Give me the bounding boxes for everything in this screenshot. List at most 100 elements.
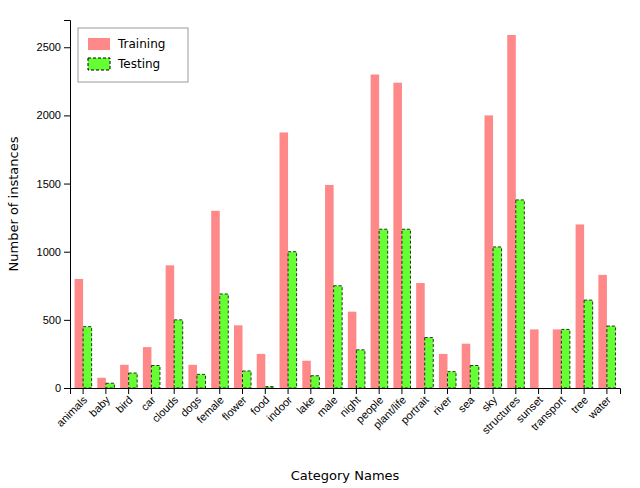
tick-mark (64, 115, 70, 116)
tick-mark (219, 388, 220, 394)
tick-mark (561, 388, 562, 394)
x-axis-title: Category Names (291, 468, 400, 483)
bar (379, 229, 388, 388)
tick-mark (128, 388, 129, 394)
tick-label: bird (113, 394, 134, 415)
tick-mark (333, 388, 334, 394)
tick-mark (64, 388, 70, 389)
bar (470, 366, 479, 388)
tick-label: 1500 (37, 178, 61, 190)
tick-mark (584, 388, 585, 394)
bar (166, 265, 175, 388)
tick-label: river (430, 393, 454, 417)
tick-label: transport (528, 394, 567, 433)
x-tick: baby (87, 388, 113, 419)
bar (493, 247, 502, 388)
bar (325, 185, 334, 388)
tick-mark (64, 184, 70, 185)
bar (334, 286, 343, 388)
bar (584, 300, 593, 388)
bar (425, 338, 434, 388)
tick-mark (606, 388, 607, 394)
tick-mark (105, 388, 106, 394)
bar (507, 35, 516, 388)
plot: animalsbabybirdcarcloudsdogsfemaleflower… (37, 21, 621, 437)
tick-label: animals (54, 393, 90, 429)
bar (257, 354, 266, 388)
legend-swatch (88, 38, 110, 50)
bar (607, 326, 616, 388)
bar (220, 294, 229, 388)
tick-label: 2000 (37, 109, 61, 121)
bar (598, 275, 607, 388)
tick-mark (379, 388, 380, 394)
x-tick: animals (54, 388, 90, 429)
y-tick: 0 (55, 382, 70, 394)
tick-mark (174, 388, 175, 394)
tick-label: 500 (43, 314, 61, 326)
bar (151, 366, 160, 388)
tick-mark (83, 388, 84, 394)
tick-mark (64, 320, 70, 321)
x-tick: male (314, 388, 339, 419)
bar (302, 361, 311, 388)
bar-series (75, 35, 607, 388)
legend-label: Training (117, 37, 165, 51)
bar (265, 387, 274, 388)
tick-mark (265, 388, 266, 394)
tick-label: 0 (55, 382, 61, 394)
y-tick: 2500 (37, 41, 70, 53)
bars (75, 35, 616, 388)
bar (188, 365, 197, 388)
x-tick: indoor (264, 388, 294, 424)
bar (462, 344, 471, 388)
bar (348, 312, 357, 388)
tick-mark (242, 388, 243, 394)
bar (280, 132, 289, 388)
bar (211, 211, 220, 388)
bar (83, 327, 92, 388)
bar (129, 373, 138, 388)
legend-label: Testing (117, 57, 160, 71)
axis-domain (71, 389, 621, 395)
bar (356, 350, 365, 388)
bar (484, 115, 493, 388)
bar (447, 372, 456, 388)
y-axis: 05001000150020002500 (37, 21, 71, 395)
tick-label: water (585, 393, 613, 421)
bar (371, 75, 380, 388)
y-tick: 2000 (37, 109, 70, 121)
x-tick: sea (455, 388, 477, 415)
x-tick: water (585, 388, 613, 422)
x-tick: female (194, 388, 226, 425)
bar (561, 329, 570, 388)
bar (197, 374, 206, 388)
x-tick: flower (220, 388, 249, 423)
bar (234, 325, 243, 388)
tick-label: sea (455, 393, 477, 415)
tick-mark (196, 388, 197, 394)
bar (143, 347, 152, 388)
bar (402, 229, 411, 388)
bar (106, 383, 115, 388)
bar (120, 365, 129, 388)
x-tick: plant/life (371, 388, 408, 431)
bar (539, 388, 548, 389)
tick-label: flower (220, 393, 249, 422)
tick-label: portrait (398, 394, 431, 427)
chart: animalsbabybirdcarcloudsdogsfemaleflower… (0, 0, 640, 488)
tick-mark (356, 388, 357, 394)
bar (174, 320, 183, 388)
tick-mark (288, 388, 289, 394)
tick-mark (151, 388, 152, 394)
bar (439, 354, 448, 388)
x-tick: clouds (149, 388, 180, 424)
x-tick: bird (113, 388, 134, 415)
y-axis-title: Number of instances (6, 136, 21, 271)
tick-mark (310, 388, 311, 394)
tick-mark (401, 388, 402, 394)
tick-mark (64, 252, 70, 253)
tick-label: indoor (264, 393, 294, 423)
x-tick: portrait (398, 388, 431, 426)
bar (393, 83, 402, 388)
